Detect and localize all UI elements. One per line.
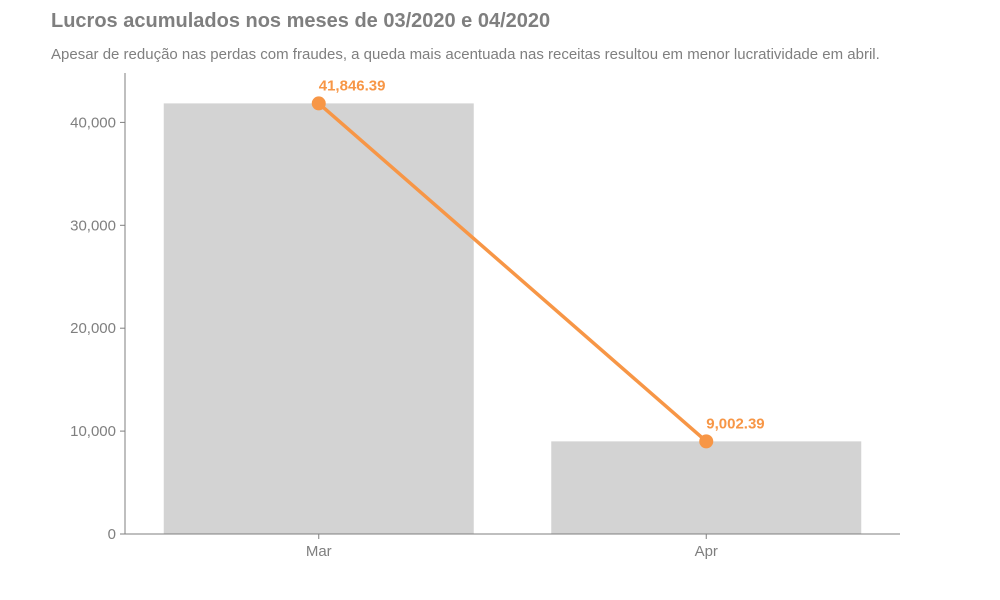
bar-mar — [163, 103, 474, 534]
axes: 0 10,000 20,000 30,000 40,000 Mar Apr — [70, 73, 900, 560]
y-tick-label: 30,000 — [70, 217, 116, 234]
y-tick-label: 20,000 — [70, 320, 116, 337]
chart-subtitle: Apesar de redução nas perdas com fraudes… — [51, 46, 880, 63]
bar-series — [163, 103, 862, 534]
data-labels: 41,846.39 9,002.39 — [319, 77, 765, 432]
y-tick-label: 0 — [108, 526, 116, 543]
chart-title: Lucros acumulados nos meses de 03/2020 e… — [51, 10, 551, 32]
x-tick-label: Mar — [306, 543, 332, 560]
x-tick-label: Apr — [695, 543, 718, 560]
trend-line — [317, 102, 708, 443]
data-label-apr: 9,002.39 — [706, 415, 764, 432]
y-tick-label: 10,000 — [70, 423, 116, 440]
line-point-apr — [699, 434, 714, 449]
bar-apr — [551, 441, 862, 534]
data-label-mar: 41,846.39 — [319, 77, 386, 94]
line-point-mar — [311, 96, 326, 111]
line-series — [311, 96, 714, 449]
y-tick-label: 40,000 — [70, 114, 116, 131]
